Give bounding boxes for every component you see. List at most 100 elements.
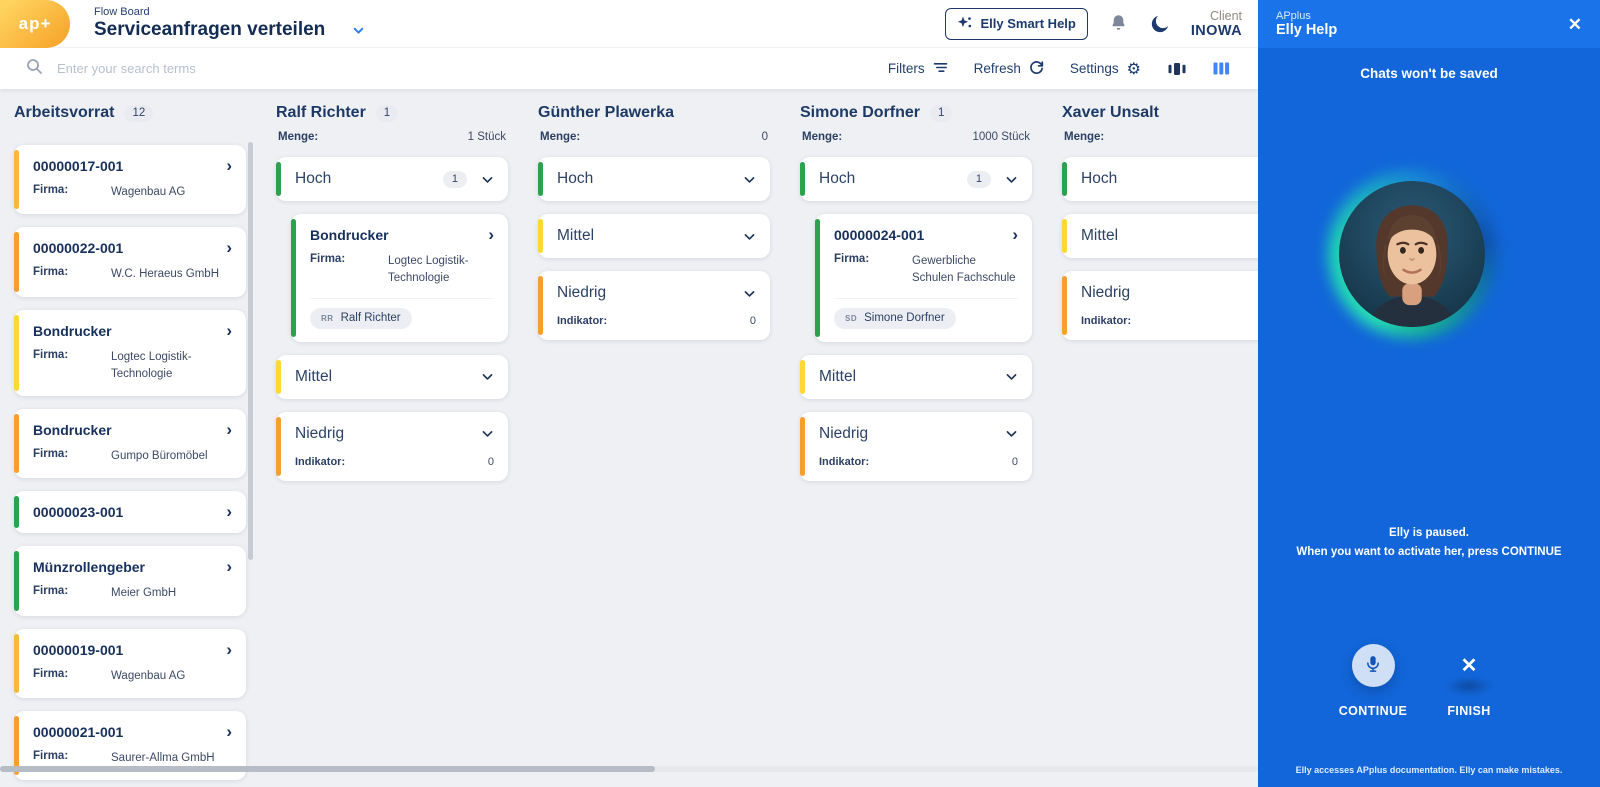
- indikator-label: Indikator:: [295, 455, 346, 468]
- chevron-right-icon[interactable]: ›: [226, 721, 232, 741]
- column-card-list: 00000017-001 › Firma: Wagenbau AG 00000022-0…: [14, 145, 246, 787]
- priority-group[interactable]: Niedrig Indikator: 0: [800, 411, 1032, 481]
- client-selector[interactable]: Client INOWA: [1191, 9, 1242, 39]
- notifications-bell-icon[interactable]: [1108, 13, 1129, 34]
- dark-mode-moon-icon[interactable]: [1149, 13, 1171, 35]
- chevron-down-icon[interactable]: [1005, 427, 1018, 440]
- filters-button[interactable]: Filters: [888, 61, 948, 77]
- column-card-list: Hoch Mittel Niedrig Indikator:: [1062, 157, 1258, 340]
- firma-value: Logtec Logistik-Technologie: [111, 350, 192, 380]
- filters-label: Filters: [887, 61, 925, 76]
- finish-x-button[interactable]: ✕: [1445, 644, 1493, 695]
- horizontal-scrollbar-thumb[interactable]: [0, 766, 655, 772]
- chevron-down-icon[interactable]: [481, 427, 494, 440]
- chevron-right-icon[interactable]: ›: [226, 320, 232, 340]
- firma-label: Firma:: [33, 184, 69, 196]
- chevron-down-icon[interactable]: [743, 173, 756, 186]
- menge-label: Menge:: [278, 131, 319, 143]
- card[interactable]: 00000023-001 ›: [14, 491, 246, 534]
- refresh-button[interactable]: Refresh: [974, 60, 1044, 78]
- chevron-down-icon[interactable]: [1005, 173, 1018, 186]
- menge-value: 0: [761, 131, 768, 143]
- chevron-right-icon[interactable]: ›: [488, 225, 494, 244]
- priority-group[interactable]: Niedrig Indikator: 0: [538, 271, 770, 340]
- card-title: Bondrucker: [33, 422, 112, 438]
- panel-title: Elly Help: [1276, 22, 1338, 38]
- assignee-name: Ralf Richter: [340, 312, 401, 324]
- firma-value: Saurer-Allma GmbH: [111, 751, 215, 764]
- firma-label: Firma:: [33, 749, 69, 762]
- chevron-right-icon[interactable]: ›: [226, 420, 232, 439]
- chevron-right-icon[interactable]: ›: [226, 557, 232, 577]
- indikator-value: 0: [487, 455, 494, 468]
- column-card-list: Hoch 1 Bondrucker › Firma: Logtec Logistik-Te…: [276, 157, 508, 481]
- voice-controls: CONTINUE ✕ FINISH: [1250, 644, 1592, 718]
- chevron-down-icon[interactable]: [743, 230, 756, 243]
- chevron-down-icon[interactable]: [743, 287, 756, 300]
- priority-group[interactable]: Niedrig Indikator: 0: [276, 411, 508, 481]
- microphone-button[interactable]: [1351, 644, 1395, 687]
- firma-value: Gewerbliche Schulen Fachschule: [912, 255, 1016, 285]
- column-title: Günther Plawerka: [538, 104, 675, 121]
- chevron-right-icon[interactable]: ›: [1012, 225, 1018, 244]
- view-carousel-icon[interactable]: [1167, 62, 1187, 76]
- card[interactable]: 00000017-001 › Firma: Wagenbau AG: [14, 145, 246, 215]
- card[interactable]: Bondrucker › Firma: Gumpo Büromöbel: [14, 409, 246, 479]
- assignee-initials: RR: [321, 313, 334, 323]
- board: Arbeitsvorrat 12 00000017-001 › Firma: Wagenb…: [0, 89, 1258, 787]
- card[interactable]: 00000024-001 › Firma: Gewerbliche Schulen F…: [815, 214, 1032, 342]
- priority-group[interactable]: Mittel: [800, 354, 1032, 399]
- chevron-right-icon[interactable]: ›: [226, 502, 232, 522]
- column-vertical-scrollbar[interactable]: [248, 142, 253, 560]
- priority-group[interactable]: Hoch 1: [800, 157, 1032, 201]
- continue-button[interactable]: CONTINUE: [1338, 704, 1408, 718]
- priority-group[interactable]: Hoch: [538, 157, 770, 201]
- panel-app-label: APplus: [1276, 10, 1311, 22]
- priority-group[interactable]: Hoch: [1062, 157, 1258, 201]
- chevron-down-icon[interactable]: [481, 370, 494, 383]
- app-logo[interactable]: ap+: [0, 0, 70, 48]
- board-column: Ralf Richter 1 Menge: 1 Stück Hoch 1 Bondrucke…: [276, 101, 508, 787]
- settings-button[interactable]: Settings ⚙: [1069, 60, 1141, 77]
- assignee-chip[interactable]: RR Ralf Richter: [310, 307, 412, 329]
- priority-group[interactable]: Mittel: [538, 214, 770, 258]
- firma-value: Meier GmbH: [111, 587, 177, 600]
- paused-line-2: When you want to activate her, press CON…: [1296, 545, 1562, 558]
- card[interactable]: Bondrucker › Firma: Logtec Logistik-Technol…: [14, 309, 246, 396]
- chevron-right-icon[interactable]: ›: [226, 156, 232, 175]
- column-title: Arbeitsvorrat: [14, 104, 115, 121]
- card-title: 00000022-001: [33, 240, 124, 257]
- card[interactable]: 00000019-001 › Firma: Wagenbau AG: [14, 628, 246, 698]
- column-count-badge: 12: [124, 104, 154, 122]
- assignee-name: Simone Dorfner: [864, 312, 945, 324]
- top-header: ap+ Flow Board Serviceanfragen verteilen…: [0, 0, 1258, 48]
- priority-group[interactable]: Mittel: [276, 354, 508, 399]
- firma-value: Logtec Logistik-Technologie: [388, 255, 469, 285]
- priority-label: Mittel: [557, 227, 595, 244]
- card[interactable]: Bondrucker › Firma: Logtec Logistik-Technol…: [291, 214, 508, 342]
- card[interactable]: Münzrollengeber › Firma: Meier GmbH: [14, 546, 246, 616]
- card-title: 00000019-001: [33, 641, 124, 658]
- card[interactable]: 00000022-001 › Firma: W.C. Heraeus GmbH: [14, 227, 246, 297]
- board-selector-chevron-icon[interactable]: [351, 23, 366, 38]
- assignee-chip[interactable]: SD Simone Dorfner: [834, 307, 956, 329]
- firma-value: Wagenbau AG: [111, 186, 186, 198]
- settings-label: Settings: [1069, 61, 1119, 76]
- chevron-right-icon[interactable]: ›: [226, 238, 232, 258]
- elly-smart-help-button[interactable]: Elly Smart Help: [945, 7, 1088, 40]
- view-columns-icon[interactable]: [1213, 62, 1230, 75]
- card-title: 00000017-001: [33, 158, 124, 174]
- paused-message: Elly is paused. When you want to activat…: [1258, 524, 1600, 562]
- chevron-right-icon[interactable]: ›: [226, 639, 232, 659]
- priority-group[interactable]: Niedrig Indikator:: [1062, 271, 1258, 340]
- avatar-image: [1339, 181, 1485, 327]
- priority-label: Hoch: [295, 170, 332, 187]
- refresh-label: Refresh: [973, 61, 1021, 76]
- chevron-down-icon[interactable]: [481, 173, 494, 186]
- search-input[interactable]: [57, 61, 477, 76]
- priority-group[interactable]: Hoch 1: [276, 157, 508, 201]
- priority-group[interactable]: Mittel: [1062, 214, 1258, 258]
- close-icon[interactable]: ✕: [1567, 14, 1582, 34]
- finish-button[interactable]: FINISH: [1447, 704, 1491, 718]
- chevron-down-icon[interactable]: [1005, 370, 1018, 383]
